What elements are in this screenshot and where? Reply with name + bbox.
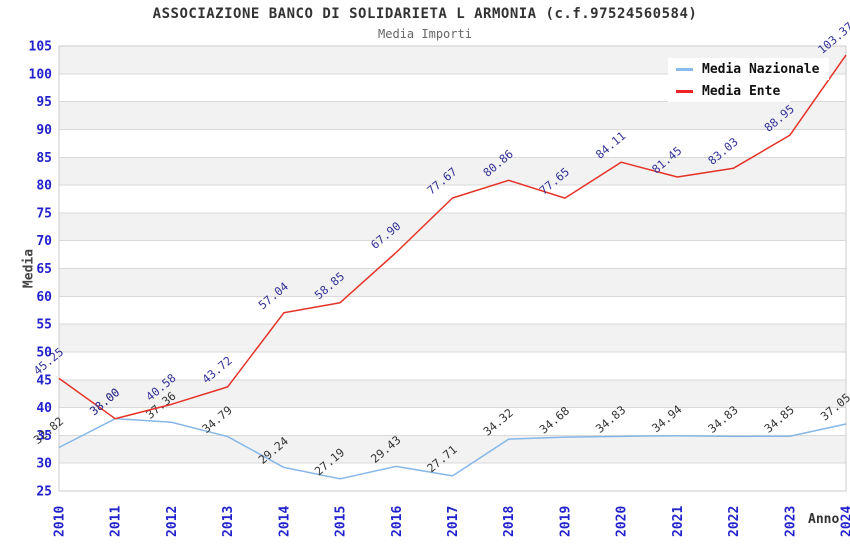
plot-border: [58, 45, 847, 492]
plot-band: [59, 407, 846, 436]
x-tick-label: 2010: [53, 506, 68, 537]
y-tick-label: 70: [36, 234, 52, 249]
y-tick-label: 55: [36, 318, 52, 333]
series-line-media-nazionale: [58, 417, 847, 480]
legend: Media Nazionale Media Ente: [668, 58, 830, 102]
x-tick-label: 2014: [277, 506, 292, 537]
x-tick-label: 2019: [558, 506, 573, 537]
y-tick-label: 100: [29, 67, 53, 82]
x-axis-title: Anno: [808, 512, 840, 527]
y-tick-label: 75: [36, 206, 52, 221]
y-tick-label: 85: [36, 151, 52, 166]
y-tick-label: 25: [36, 485, 52, 500]
x-tick-label: 2012: [165, 506, 180, 537]
y-tick-label: 105: [29, 40, 52, 55]
legend-label: Media Nazionale: [702, 61, 820, 77]
y-tick-label: 50: [36, 345, 52, 360]
y-tick-label: 30: [36, 457, 52, 472]
x-tick-label: 2022: [727, 506, 742, 537]
y-tick-label: 80: [36, 179, 52, 194]
x-tick-label: 2018: [502, 506, 517, 537]
x-tick-label: 2011: [109, 506, 124, 537]
legend-swatch-icon: [676, 89, 693, 93]
y-tick-label: 90: [36, 123, 52, 138]
x-tick-label: 2023: [783, 506, 798, 537]
legend-label: Media Ente: [702, 83, 781, 99]
x-tick-label: 2021: [671, 506, 686, 537]
plot-band: [59, 296, 846, 325]
x-tick-label: 2020: [615, 506, 630, 537]
plot-band: [59, 268, 846, 297]
plot-band: [59, 351, 846, 380]
plot-band: [59, 101, 846, 130]
plot-band: [59, 435, 846, 464]
plot-band: [59, 324, 846, 352]
plot-band: [59, 240, 846, 269]
x-tick-label: 2016: [390, 506, 405, 537]
x-tick-label: 2017: [446, 506, 461, 537]
x-tick-label: 2024: [840, 506, 850, 537]
y-tick-label: 95: [36, 95, 52, 110]
chart-title: ASSOCIAZIONE BANCO DI SOLIDARIETA L ARMO…: [152, 6, 698, 22]
y-tick-label: 45: [36, 373, 52, 388]
y-tick-label: 40: [36, 401, 52, 416]
x-tick-label: 2015: [334, 506, 349, 537]
y-tick-label: 35: [36, 429, 52, 444]
y-tick-label: 60: [36, 290, 52, 305]
plot-band: [59, 212, 846, 241]
legend-item-media-ente: Media Ente: [668, 80, 791, 102]
y-axis-title: Media: [21, 248, 37, 289]
series-line-media-ente: [58, 54, 847, 420]
legend-item-media-nazionale: Media Nazionale: [668, 58, 830, 80]
legend-swatch-icon: [676, 67, 693, 71]
plot-band: [59, 379, 846, 408]
y-tick-label: 65: [36, 262, 52, 277]
plot-band: [59, 129, 846, 158]
x-tick-label: 2013: [221, 506, 236, 537]
plot-band: [59, 463, 846, 491]
chart-subtitle: Media Importi: [378, 27, 472, 41]
